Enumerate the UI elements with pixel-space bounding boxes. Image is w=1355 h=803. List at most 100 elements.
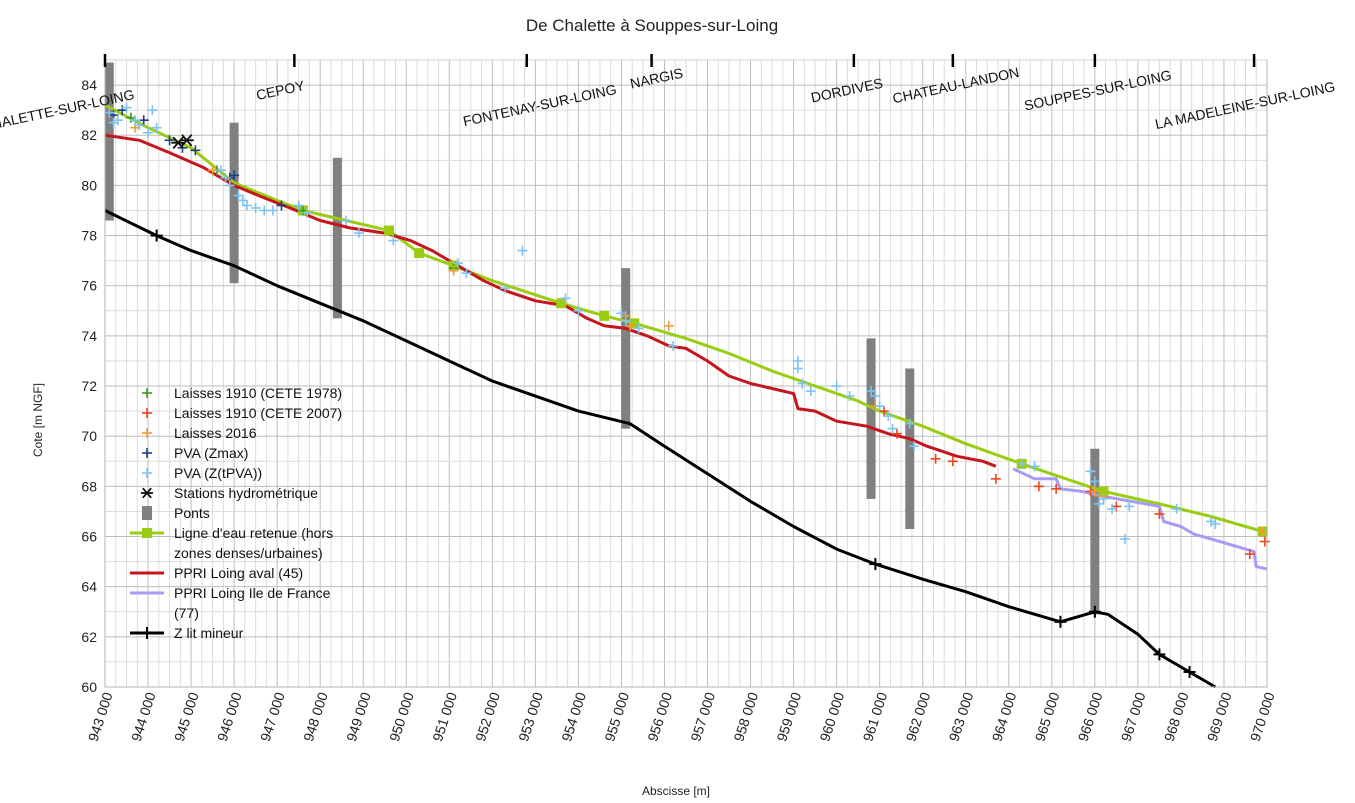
asterisk-marker: [179, 134, 194, 147]
x-tick-label: 962 000: [903, 690, 934, 743]
plus-marker: [190, 145, 201, 156]
plus-marker: [1171, 503, 1182, 514]
plus-marker: [108, 117, 119, 128]
ligne-marker: [556, 298, 567, 309]
plus-marker: [663, 320, 674, 331]
x-tick-label: 961 000: [859, 690, 890, 743]
bridge-bar: [104, 62, 114, 221]
plus-marker: [297, 205, 308, 216]
plus-marker: [117, 105, 128, 116]
plus-marker: [353, 228, 364, 239]
plus-marker: [224, 180, 235, 191]
plus-marker: [233, 190, 244, 201]
legend-label: PPRI Loing Ile de France: [174, 585, 331, 601]
plus-marker: [1089, 486, 1100, 497]
x-tick-label: 957 000: [687, 690, 718, 743]
series-line-8: [104, 133, 997, 468]
plus-marker: [1210, 518, 1221, 529]
plus-marker: [461, 268, 472, 279]
plus-marker: [797, 378, 808, 389]
x-tick-label: 968 000: [1161, 690, 1192, 743]
plus-marker: [792, 363, 803, 374]
plus-marker: [1098, 493, 1109, 504]
y-tick-label: 80: [81, 177, 97, 193]
series-line-10: [104, 209, 1217, 689]
ligne-marker: [1098, 486, 1109, 497]
plus-marker: [1051, 483, 1062, 494]
x-tick-label: 943 000: [85, 690, 116, 743]
plus-marker: [1033, 481, 1044, 492]
plus-marker: [869, 558, 882, 571]
plus-marker: [104, 107, 115, 118]
x-tick-label: 967 000: [1118, 690, 1149, 743]
plus-marker: [874, 401, 885, 412]
plus-marker: [112, 115, 123, 126]
plus-marker: [142, 388, 152, 398]
plus-marker: [904, 418, 915, 429]
plus-marker: [990, 473, 1001, 484]
bridge-bar: [621, 268, 631, 429]
asterisk-marker: [141, 487, 153, 499]
plus-marker: [1244, 549, 1255, 560]
plus-marker: [142, 408, 152, 418]
x-tick-label: 970 000: [1247, 690, 1278, 743]
x-tick-label: 965 000: [1032, 690, 1063, 743]
bridges-layer: [104, 62, 1100, 615]
x-tick-label: 944 000: [128, 690, 159, 743]
plus-marker: [1124, 501, 1135, 512]
x-tick-label: 959 000: [773, 690, 804, 743]
x-tick-label: 956 000: [644, 690, 675, 743]
plus-marker: [141, 627, 153, 639]
plus-marker: [1088, 605, 1101, 618]
plus-marker: [1016, 458, 1027, 469]
plus-marker: [947, 456, 958, 467]
x-tick-label: 947 000: [257, 690, 288, 743]
plus-marker: [1085, 466, 1096, 477]
plus-marker: [883, 411, 894, 422]
legend-label: Ligne d'eau retenue (hors: [174, 525, 333, 541]
plus-marker: [1054, 615, 1067, 628]
plus-marker: [216, 165, 227, 176]
plus-marker: [620, 315, 631, 326]
x-tick-label: 964 000: [989, 690, 1020, 743]
plus-marker: [138, 115, 149, 126]
y-tick-label: 62: [81, 629, 97, 645]
series-line-9: [1012, 467, 1268, 571]
plus-marker: [1154, 508, 1165, 519]
plus-marker: [448, 265, 459, 276]
points-layer: [104, 102, 1270, 560]
x-tick-label: 949 000: [343, 690, 374, 743]
plus-marker: [1257, 526, 1268, 537]
plus-marker: [831, 381, 842, 392]
ast-d2: [172, 136, 184, 149]
y-tick-label: 64: [81, 579, 97, 595]
plus-marker: [143, 127, 154, 138]
x-tick-label: 954 000: [558, 690, 589, 743]
plus-marker: [1107, 503, 1118, 514]
ligne-marker: [629, 318, 640, 329]
plus-marker: [250, 202, 261, 213]
plus-marker: [1029, 461, 1040, 472]
legend-label: Laisses 1910 (CETE 2007): [174, 405, 342, 421]
y-axis-label: Cote [m NGF]: [31, 383, 45, 457]
legend-label: zones denses/urbaines): [174, 545, 323, 561]
axes: 60 62 64 66 68 70 72 74 76 78 80 82 84 943 000 944 000…: [81, 59, 1278, 743]
town-label: NARGIS: [629, 65, 685, 92]
y-tick-label: 84: [81, 77, 97, 93]
plus-marker: [142, 428, 152, 438]
town-label: DORDIVES: [809, 75, 884, 106]
y-tick-label: 74: [81, 328, 97, 344]
asterisk-marker: [171, 136, 186, 149]
legend-bridge-swatch: [142, 506, 152, 520]
chart-title: De Chalette à Souppes-sur-Loing: [526, 16, 778, 35]
x-tick-label: 951 000: [429, 690, 460, 743]
y-tick-label: 70: [81, 428, 97, 444]
plus-marker: [150, 229, 163, 242]
plus-marker: [1259, 536, 1270, 547]
plus-marker: [573, 305, 584, 316]
plus-marker: [276, 200, 287, 211]
x-tick-label: 948 000: [300, 690, 331, 743]
x-tick-label: 963 000: [946, 690, 977, 743]
plus-marker: [220, 172, 231, 183]
y-tick-label: 68: [81, 478, 97, 494]
